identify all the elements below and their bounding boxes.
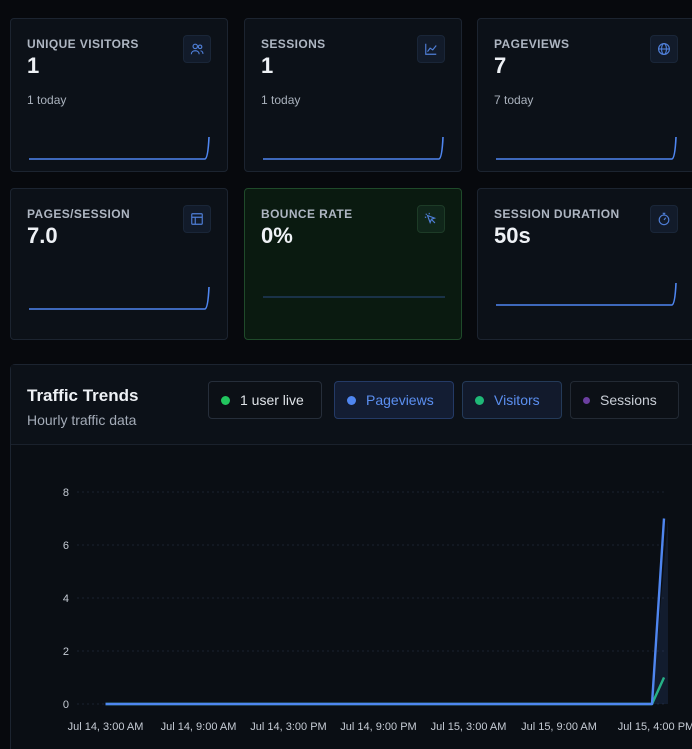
card-label: SESSIONS bbox=[261, 37, 326, 51]
x-tick-label: Jul 15, 3:00 AM bbox=[431, 721, 507, 733]
card-value: 7.0 bbox=[27, 223, 58, 248]
card-label: SESSION DURATION bbox=[494, 207, 620, 221]
card-value: 7 bbox=[494, 53, 507, 78]
card-label: PAGES/SESSION bbox=[27, 207, 131, 221]
toggle-sessions[interactable]: Sessions bbox=[570, 381, 679, 419]
sparkline bbox=[263, 136, 444, 160]
card-value: 1 bbox=[27, 53, 40, 78]
panel-subtitle: Hourly traffic data bbox=[27, 412, 137, 428]
card-value: 1 bbox=[261, 53, 274, 78]
x-tick-label: Jul 14, 9:00 AM bbox=[161, 721, 237, 733]
sparkline bbox=[263, 296, 445, 298]
live-dot-icon bbox=[221, 395, 230, 405]
y-tick-label: 2 bbox=[63, 646, 69, 658]
live-users-badge: 1 user live bbox=[208, 381, 322, 419]
card-subtext: 1 today bbox=[261, 93, 301, 107]
toggle-visitors-label: Visitors bbox=[494, 392, 540, 408]
visitors-dot-icon bbox=[475, 395, 484, 405]
x-tick-label: Jul 15, 4:00 PM bbox=[618, 721, 692, 733]
panel-title: Traffic Trends bbox=[27, 386, 139, 405]
series-line-visitors bbox=[105, 677, 666, 706]
sparkline bbox=[29, 286, 210, 310]
x-tick-label: Jul 14, 3:00 PM bbox=[250, 721, 326, 733]
sparkline bbox=[496, 282, 677, 306]
users-icon bbox=[183, 35, 211, 63]
x-tick-label: Jul 15, 9:00 AM bbox=[521, 721, 597, 733]
card-value: 0% bbox=[261, 223, 293, 248]
card-unique-visitors: UNIQUE VISITORS 1 1 today bbox=[10, 18, 228, 172]
panel-header: Traffic Trends Hourly traffic data 1 use… bbox=[11, 365, 692, 445]
series-line-sessions bbox=[105, 677, 665, 705]
card-pages-per-session: PAGES/SESSION 7.0 bbox=[10, 188, 228, 340]
globe-icon bbox=[650, 35, 678, 63]
toggle-pageviews-label: Pageviews bbox=[366, 392, 434, 408]
y-tick-label: 0 bbox=[63, 699, 69, 711]
toggle-pageviews[interactable]: Pageviews bbox=[334, 381, 454, 419]
card-subtext: 1 today bbox=[27, 93, 67, 107]
y-tick-label: 8 bbox=[63, 487, 69, 499]
traffic-trends-panel: Traffic Trends Hourly traffic data 1 use… bbox=[10, 364, 692, 749]
card-label: PAGEVIEWS bbox=[494, 37, 570, 51]
sessions-dot-icon bbox=[583, 396, 590, 404]
sparkline bbox=[496, 136, 677, 160]
card-pageviews: PAGEVIEWS 7 7 today bbox=[477, 18, 692, 172]
card-sessions: SESSIONS 1 1 today bbox=[244, 18, 462, 172]
live-users-label: 1 user live bbox=[240, 392, 304, 408]
card-label: BOUNCE RATE bbox=[261, 207, 353, 221]
card-subtext: 7 today bbox=[494, 93, 534, 107]
sparkline bbox=[29, 136, 210, 160]
card-label: UNIQUE VISITORS bbox=[27, 37, 139, 51]
card-session-duration: SESSION DURATION 50s bbox=[477, 188, 692, 340]
layout-icon bbox=[183, 205, 211, 233]
traffic-line-chart: 0 2 4 6 8 Jul 14, 3:00 AM Jul 14, 9:00 AM Jul 1… bbox=[63, 487, 692, 733]
card-value: 50s bbox=[494, 223, 531, 248]
line-chart-icon bbox=[417, 35, 445, 63]
x-tick-label: Jul 14, 9:00 PM bbox=[340, 721, 416, 733]
toggle-sessions-label: Sessions bbox=[600, 392, 657, 408]
stopwatch-icon bbox=[650, 205, 678, 233]
x-tick-label: Jul 14, 3:00 AM bbox=[68, 721, 144, 733]
series-line-pageviews bbox=[105, 518, 666, 706]
y-tick-label: 6 bbox=[63, 540, 69, 552]
cursor-click-icon bbox=[417, 205, 445, 233]
y-tick-label: 4 bbox=[63, 593, 69, 605]
card-bounce-rate: BOUNCE RATE 0% bbox=[244, 188, 462, 340]
pageviews-dot-icon bbox=[347, 395, 356, 405]
toggle-visitors[interactable]: Visitors bbox=[462, 381, 562, 419]
